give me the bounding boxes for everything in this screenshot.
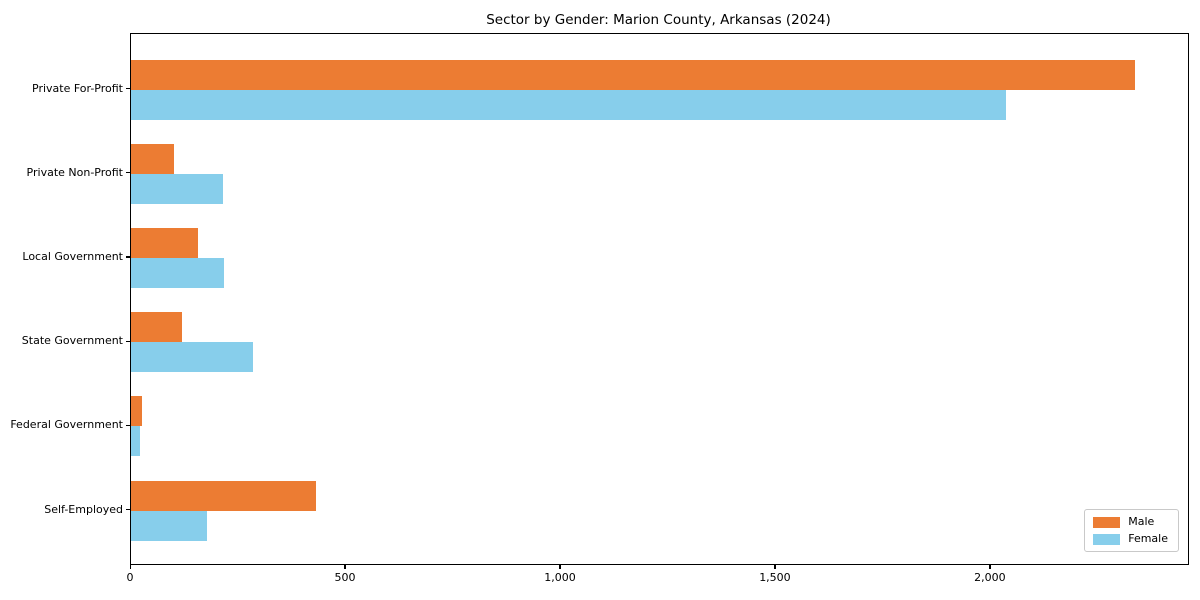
bar-female-local-government bbox=[131, 257, 225, 288]
bar-female-state-government bbox=[131, 342, 253, 373]
bar-group-federal-government bbox=[131, 396, 1188, 457]
x-tick-mark bbox=[129, 564, 131, 569]
y-tick-mark bbox=[125, 256, 130, 258]
x-tick-mark bbox=[559, 564, 561, 569]
y-tick-label-self-employed: Self-Employed bbox=[44, 502, 123, 516]
y-tick-mark bbox=[125, 172, 130, 174]
y-tick-mark bbox=[125, 340, 130, 342]
legend-label-female: Female bbox=[1128, 532, 1168, 545]
bar-female-private-for-profit bbox=[131, 89, 1007, 120]
y-tick-label-state-government: State Government bbox=[21, 334, 123, 348]
bar-male-self-employed bbox=[131, 480, 316, 511]
y-tick-mark bbox=[125, 509, 130, 511]
x-tick-mark bbox=[989, 564, 991, 569]
y-tick-label-federal-government: Federal Government bbox=[10, 418, 123, 432]
y-tick-mark bbox=[125, 424, 130, 427]
bar-female-private-non-profit bbox=[131, 173, 223, 204]
bar-group-private-non-profit bbox=[131, 143, 1188, 204]
x-tick-label-0: 0 bbox=[126, 571, 134, 584]
plot-area: Male Female bbox=[130, 33, 1189, 565]
y-tick-mark bbox=[125, 88, 130, 90]
bar-group-self-employed bbox=[131, 480, 1188, 541]
bar-group-state-government bbox=[131, 312, 1188, 373]
legend-item-female: Female bbox=[1093, 533, 1168, 545]
x-tick-label-1-000: 1,000 bbox=[544, 571, 576, 584]
bar-group-private-for-profit bbox=[131, 59, 1188, 120]
x-tick-label-500: 500 bbox=[334, 571, 356, 584]
bar-male-federal-government bbox=[131, 396, 143, 427]
x-tick-mark bbox=[774, 564, 776, 569]
legend-item-male: Male bbox=[1093, 516, 1168, 528]
x-tick-label-2-000: 2,000 bbox=[974, 571, 1006, 584]
legend-swatch-female bbox=[1093, 533, 1121, 545]
y-tick-label-private-non-profit: Private Non-Profit bbox=[26, 165, 123, 179]
legend-swatch-male bbox=[1093, 516, 1121, 528]
bar-male-private-for-profit bbox=[131, 59, 1136, 90]
bar-male-state-government bbox=[131, 312, 183, 343]
y-tick-label-local-government: Local Government bbox=[22, 249, 123, 263]
x-tick-label-1-500: 1,500 bbox=[759, 571, 791, 584]
legend-label-male: Male bbox=[1128, 515, 1155, 528]
legend: Male Female bbox=[1084, 509, 1179, 552]
bar-male-local-government bbox=[131, 227, 198, 258]
bar-female-self-employed bbox=[131, 510, 207, 541]
bar-group-local-government bbox=[131, 227, 1188, 288]
y-tick-label-private-for-profit: Private For-Profit bbox=[32, 81, 123, 95]
bar-female-federal-government bbox=[131, 426, 140, 457]
bar-male-private-non-profit bbox=[131, 143, 174, 174]
chart-title: Sector by Gender: Marion County, Arkansa… bbox=[486, 12, 831, 28]
x-tick-mark bbox=[344, 564, 346, 569]
